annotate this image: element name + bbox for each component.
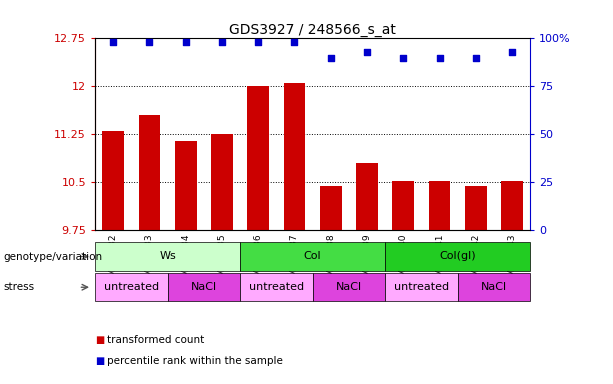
Point bbox=[362, 49, 372, 55]
Text: untreated: untreated bbox=[249, 282, 304, 292]
Point bbox=[326, 55, 336, 61]
Bar bbox=[102, 131, 124, 230]
Bar bbox=[167, 273, 240, 301]
Text: ■: ■ bbox=[95, 335, 104, 345]
Point bbox=[145, 39, 154, 45]
Bar bbox=[465, 185, 487, 230]
Bar bbox=[240, 242, 385, 271]
Text: untreated: untreated bbox=[104, 282, 159, 292]
Text: NaCl: NaCl bbox=[191, 282, 217, 292]
Bar bbox=[385, 242, 530, 271]
Bar bbox=[95, 273, 167, 301]
Bar bbox=[428, 181, 451, 230]
Text: untreated: untreated bbox=[394, 282, 449, 292]
Bar bbox=[392, 181, 414, 230]
Point bbox=[181, 39, 191, 45]
Point bbox=[253, 39, 263, 45]
Bar bbox=[356, 163, 378, 230]
Bar bbox=[175, 141, 197, 230]
Bar bbox=[240, 273, 313, 301]
Bar bbox=[284, 83, 305, 230]
Bar bbox=[313, 273, 385, 301]
Text: ■: ■ bbox=[95, 356, 104, 366]
Text: transformed count: transformed count bbox=[107, 335, 205, 345]
Point bbox=[435, 55, 444, 61]
Title: GDS3927 / 248566_s_at: GDS3927 / 248566_s_at bbox=[229, 23, 396, 37]
Text: stress: stress bbox=[3, 282, 34, 292]
Text: percentile rank within the sample: percentile rank within the sample bbox=[107, 356, 283, 366]
Bar bbox=[385, 273, 458, 301]
Bar bbox=[458, 273, 530, 301]
Point bbox=[471, 55, 481, 61]
Point bbox=[507, 49, 517, 55]
Text: genotype/variation: genotype/variation bbox=[3, 252, 102, 262]
Text: Col: Col bbox=[304, 251, 321, 262]
Text: NaCl: NaCl bbox=[336, 282, 362, 292]
Bar bbox=[211, 134, 233, 230]
Text: Ws: Ws bbox=[159, 251, 176, 262]
Text: Col(gl): Col(gl) bbox=[440, 251, 476, 262]
Point bbox=[289, 39, 299, 45]
Bar bbox=[320, 185, 341, 230]
Bar bbox=[139, 115, 161, 230]
Point bbox=[398, 55, 408, 61]
Bar bbox=[95, 242, 240, 271]
Bar bbox=[248, 86, 269, 230]
Text: NaCl: NaCl bbox=[481, 282, 507, 292]
Bar bbox=[501, 181, 523, 230]
Point bbox=[217, 39, 227, 45]
Point bbox=[109, 39, 118, 45]
